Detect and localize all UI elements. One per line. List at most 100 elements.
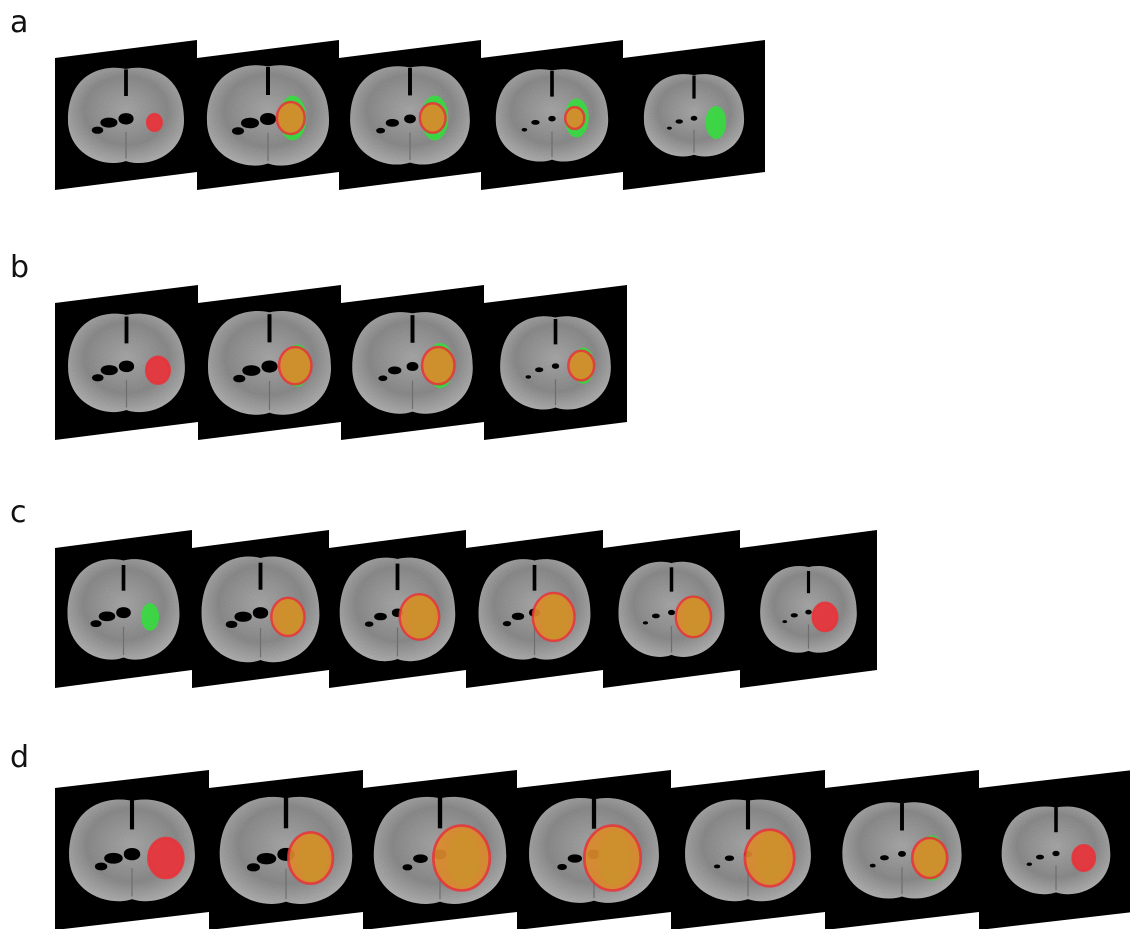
lesion-overlay — [744, 829, 795, 887]
ventricle — [532, 565, 537, 591]
slice-panel — [481, 40, 623, 190]
ventricle — [100, 365, 118, 376]
slice-panel — [979, 770, 1130, 929]
ventricle — [550, 70, 554, 97]
ventricle — [388, 366, 402, 375]
ventricle — [548, 115, 556, 122]
slice-panel — [603, 530, 740, 688]
ventricle — [567, 854, 583, 863]
ventricle — [413, 854, 428, 863]
lesion-overlay — [565, 107, 585, 129]
ventricle — [880, 855, 889, 861]
lesion-rim — [674, 595, 713, 639]
slice-row-d — [55, 770, 1130, 929]
ventricle — [521, 127, 528, 132]
slice-panel — [363, 770, 517, 929]
lesion-overlay — [912, 837, 948, 879]
label-row-b: b — [10, 250, 30, 285]
lesion-rim — [275, 100, 306, 136]
ventricle — [900, 803, 904, 831]
lesion-rim — [432, 824, 492, 892]
lesion-rim — [277, 345, 313, 386]
slice-panel — [329, 530, 466, 688]
ventricle — [745, 800, 751, 830]
lesion-rim — [270, 596, 306, 638]
ventricle — [225, 620, 238, 629]
slice-row-b — [55, 285, 627, 440]
ventricle — [402, 864, 413, 871]
ventricle — [118, 360, 135, 373]
ventricle — [91, 126, 104, 134]
lesion-overlay — [812, 602, 838, 632]
ventricle — [378, 375, 388, 382]
ventricle — [256, 852, 277, 865]
slice-panel — [198, 285, 341, 440]
slice-panel — [671, 770, 825, 929]
ventricle — [511, 612, 525, 620]
lesion-rim — [811, 601, 839, 633]
ventricle — [1026, 862, 1032, 866]
lesion-rim — [567, 349, 596, 382]
ventricle — [376, 127, 386, 134]
ventricle — [100, 117, 118, 128]
slice-panel — [623, 40, 765, 190]
lesion-rim — [147, 836, 185, 880]
ventricle — [124, 316, 129, 344]
lesion-overlay — [148, 837, 184, 879]
ventricle — [385, 118, 399, 127]
brain-tissue — [1001, 806, 1111, 895]
lesion-overlay — [279, 346, 312, 385]
slice-panel — [55, 530, 192, 688]
lesion-overlay — [532, 592, 575, 641]
ventricle — [805, 609, 812, 615]
ventricle — [531, 119, 540, 125]
label-row-c: c — [10, 495, 27, 530]
label-row-a: a — [10, 5, 29, 40]
lesion-overlay — [419, 103, 446, 133]
ventricle — [252, 607, 269, 619]
edema-overlay — [141, 603, 160, 631]
ventricle — [246, 863, 260, 872]
ventricle — [92, 374, 104, 382]
ventricle — [406, 362, 419, 371]
ventricle — [94, 862, 108, 871]
lesion-rim — [418, 102, 447, 134]
ventricle — [404, 114, 416, 124]
ventricle — [790, 613, 798, 618]
ventricle — [104, 852, 123, 864]
slice-panel — [192, 530, 329, 688]
ventricle — [557, 864, 567, 870]
lesion-overlay — [271, 597, 305, 636]
ventricle — [121, 565, 126, 591]
ventricle — [90, 620, 102, 628]
ventricle — [410, 315, 415, 343]
lesion-rim — [743, 828, 796, 888]
ventricle — [118, 113, 134, 125]
ventricle — [261, 360, 278, 373]
ventricle — [782, 620, 788, 624]
slice-row-a — [55, 40, 765, 190]
lesion-rim — [398, 592, 441, 641]
ventricle — [898, 850, 906, 857]
ventricle — [234, 611, 252, 622]
slice-panel — [55, 285, 198, 440]
lesion-rim — [563, 105, 586, 131]
slice-panel — [209, 770, 363, 929]
ventricle — [525, 375, 532, 379]
ventricle — [233, 374, 246, 383]
slice-row-c — [55, 530, 877, 688]
ventricle — [116, 607, 131, 619]
lesion-overlay — [147, 114, 162, 131]
ventricle — [123, 847, 141, 861]
ventricle — [502, 621, 512, 627]
ventricle — [553, 318, 558, 345]
ventricle — [1035, 854, 1044, 860]
lesion-overlay — [1072, 845, 1095, 871]
ventricle — [535, 367, 544, 373]
slice-panel — [55, 40, 197, 190]
brain-tissue — [495, 69, 609, 162]
ventricle — [258, 562, 263, 590]
lesion-overlay — [288, 832, 333, 884]
slice-panel — [197, 40, 339, 190]
